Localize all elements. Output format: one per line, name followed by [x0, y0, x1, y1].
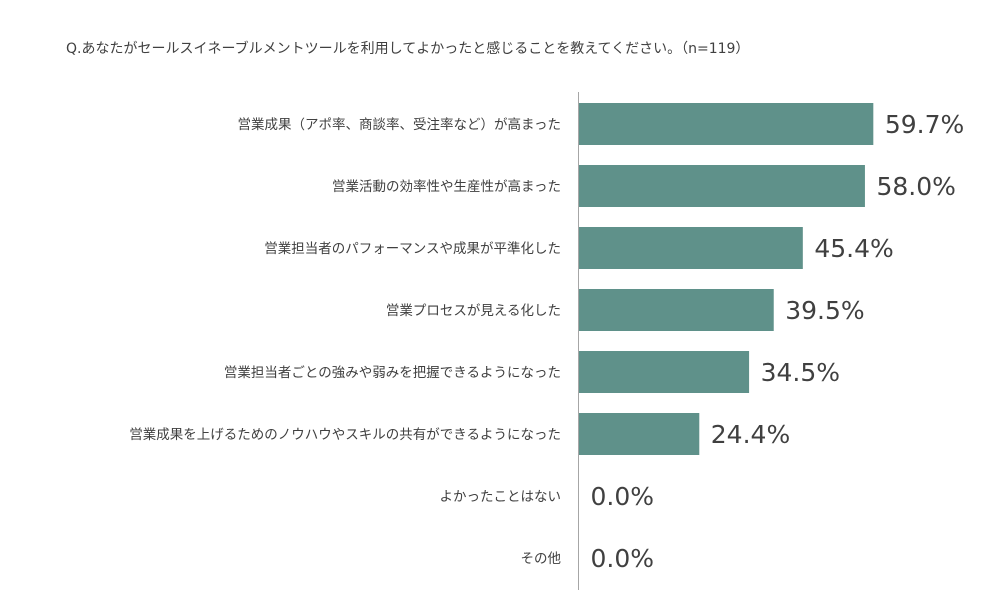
category-label: 営業成果を上げるためのノウハウやスキルの共有ができるようになった [129, 427, 561, 443]
value-label: 45.4% [814, 234, 893, 263]
bar [579, 103, 874, 145]
category-label: 営業担当者ごとの強みや弱みを把握できるようになった [224, 365, 561, 381]
value-label: 0.0% [591, 482, 655, 511]
value-label: 59.7% [885, 110, 964, 139]
bar [579, 227, 803, 269]
category-label: 営業成果（アポ率、商談率、受注率など）が高まった [238, 116, 561, 133]
bar [579, 413, 700, 455]
bar [579, 351, 750, 393]
category-label: その他 [521, 551, 562, 567]
category-label: 営業担当者のパフォーマンスや成果が平準化した [264, 241, 561, 257]
bar [579, 165, 865, 207]
value-label: 39.5% [785, 296, 864, 325]
category-label: 営業活動の効率性や生産性が高まった [332, 178, 561, 195]
chart-question: Q.あなたがセールスイネーブルメントツールを利用してよかったと感じることを教えて… [66, 41, 750, 57]
category-label: よかったことはない [440, 489, 562, 505]
value-label: 58.0% [876, 172, 955, 201]
value-label: 24.4% [711, 420, 790, 449]
value-label: 34.5% [761, 358, 840, 387]
value-label: 0.0% [591, 544, 655, 573]
category-label: 営業プロセスが見える化した [386, 303, 561, 319]
bar [579, 289, 774, 331]
